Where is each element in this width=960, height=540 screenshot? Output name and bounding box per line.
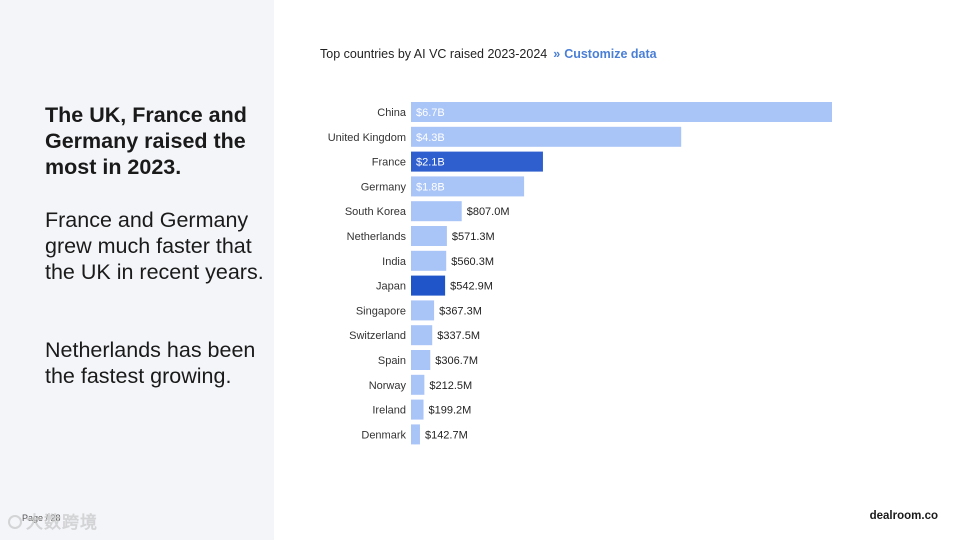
category-label-south-korea: South Korea [345, 206, 407, 218]
bar-singapore [411, 300, 435, 321]
slide-paragraph-netherlands: Netherlands has been the fastest growing… [45, 338, 256, 388]
page-number: Page / 28 [22, 513, 61, 523]
watermark: 大数跨境 [8, 508, 98, 533]
value-label-ireland: $199.2M [429, 405, 472, 417]
value-label-switzerland: $337.5M [437, 330, 480, 342]
bar-denmark [411, 424, 420, 445]
value-label-germany: $1.8B [416, 181, 445, 193]
bar-netherlands [411, 226, 447, 246]
bar-france [411, 151, 543, 172]
value-label-south-korea: $807.0M [467, 206, 510, 218]
value-label-france: $2.1B [416, 157, 445, 169]
category-label-norway: Norway [369, 380, 407, 392]
slide-headline: The UK, France and Germany raised the mo… [45, 103, 247, 179]
value-label-united-kingdom: $4.3B [416, 132, 445, 144]
category-label-netherlands: Netherlands [347, 231, 407, 243]
bar-ireland [411, 399, 424, 420]
category-label-united-kingdom: United Kingdom [328, 132, 406, 144]
bar-switzerland [411, 325, 433, 346]
brand-logo: dealroom.co [869, 510, 938, 522]
watermark-logo-icon [8, 515, 22, 529]
bar-germany [411, 176, 525, 197]
value-label-spain: $306.7M [435, 355, 478, 367]
category-label-china: China [377, 107, 407, 119]
category-label-denmark: Denmark [361, 429, 406, 441]
bar-spain [411, 350, 431, 370]
value-label-china: $6.7B [416, 107, 445, 119]
value-label-denmark: $142.7M [425, 429, 468, 441]
category-label-spain: Spain [378, 355, 406, 367]
value-label-india: $560.3M [451, 256, 494, 268]
customize-data-link[interactable]: Customize data [564, 47, 657, 61]
bar-south-korea [411, 201, 462, 222]
left-panel: The UK, France and Germany raised the mo… [0, 0, 274, 540]
category-label-japan: Japan [376, 281, 406, 293]
category-label-india: India [382, 256, 407, 268]
value-label-singapore: $367.3M [439, 305, 482, 317]
category-label-ireland: Ireland [372, 405, 406, 417]
bar-japan [411, 275, 446, 296]
value-label-netherlands: $571.3M [452, 231, 495, 243]
slide-paragraph-growth: France and Germany grew much faster that… [45, 208, 264, 284]
value-label-japan: $542.9M [450, 281, 493, 293]
watermark-text: 大数跨境 [26, 513, 98, 532]
category-label-switzerland: Switzerland [349, 330, 406, 342]
value-label-norway: $212.5M [429, 380, 472, 392]
chart-header: Top countries by AI VC raised 2023-2024 »… [320, 47, 657, 61]
bar-united-kingdom [411, 126, 682, 147]
chart-title: Top countries by AI VC raised 2023-2024 [320, 47, 548, 61]
category-label-france: France [372, 157, 406, 169]
category-label-singapore: Singapore [356, 305, 406, 317]
bar-norway [411, 374, 425, 395]
bar-india [411, 250, 447, 271]
chevron-right-icon: » [553, 47, 561, 61]
bar-china [411, 102, 832, 122]
category-label-germany: Germany [361, 181, 407, 193]
